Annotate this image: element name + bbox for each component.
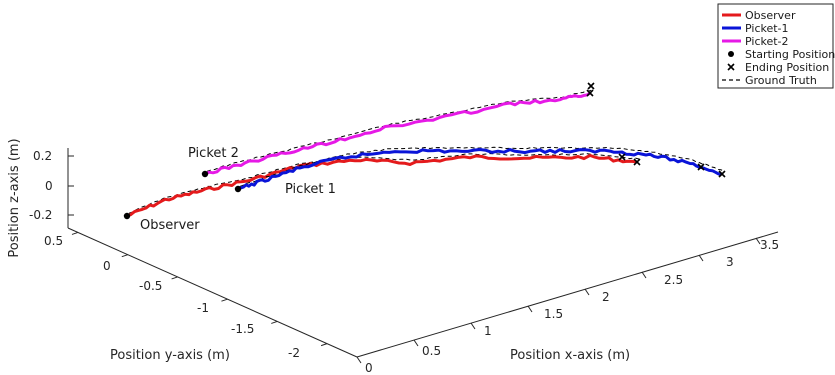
x-tick-label: 3	[726, 255, 734, 269]
x-tick-label: 2.5	[664, 273, 683, 287]
starting-position-marker	[124, 213, 130, 219]
legend-label: Starting Position	[745, 48, 835, 61]
x-tick-label: 1	[484, 324, 492, 338]
y-tick	[221, 299, 227, 301]
axis-ticks	[68, 156, 760, 363]
x-tick-label: 3.5	[760, 238, 779, 252]
x-tick	[585, 289, 589, 295]
x-tick-label: 0.5	[422, 344, 441, 358]
y-tick-labels: 0.5 0 -0.5 -1 -1.5 -2	[44, 234, 300, 360]
z-axis-title: Position z-axis (m)	[7, 138, 22, 257]
series-line-observer	[127, 155, 637, 216]
z-tick-label: 0	[45, 179, 53, 193]
x-tick	[414, 340, 418, 346]
ending-position-marker	[619, 154, 625, 160]
z-tick-labels: 0.2 0 -0.2	[29, 149, 53, 222]
y-tick	[321, 344, 327, 346]
y-tick-label: -1.5	[231, 322, 254, 336]
z-tick-label: -0.2	[29, 208, 52, 222]
x-tick-label: 0	[365, 361, 373, 375]
ground-truth-line	[240, 147, 724, 186]
annotation-observer: Observer	[140, 218, 200, 233]
y-tick-label: -0.5	[139, 279, 162, 293]
y-tick-label: 0	[103, 259, 111, 273]
legend-label: Ending Position	[745, 61, 829, 74]
y-tick	[172, 277, 178, 279]
ground-truth-line	[129, 154, 639, 214]
x-tick-label: 1.5	[544, 307, 563, 321]
x-tick	[471, 323, 475, 329]
z-tick-label: 0.2	[33, 149, 52, 163]
legend-swatch-dot	[728, 51, 734, 57]
legend-label: Ground Truth	[745, 74, 817, 87]
legend-label: Observer	[745, 9, 796, 22]
starting-position-marker	[202, 171, 208, 177]
x-tick	[528, 306, 532, 312]
y-tick	[122, 255, 128, 257]
y-tick-label: -2	[288, 346, 300, 360]
ending-position-marker	[588, 83, 594, 89]
y-axis-title: Position y-axis (m)	[110, 348, 230, 363]
starting-position-marker	[235, 186, 241, 192]
y-tick-label: -1	[197, 301, 209, 315]
x-tick	[357, 357, 361, 363]
x-tick	[642, 272, 646, 278]
x-axis-title: Position x-axis (m)	[510, 348, 630, 363]
y-tick	[271, 321, 277, 323]
annotation-picket-1: Picket 1	[285, 182, 336, 197]
x-tick	[699, 255, 703, 261]
x-tick-label: 2	[602, 290, 610, 304]
x-axis-line	[357, 232, 778, 357]
legend-label: Picket-1	[745, 22, 789, 35]
y-tick-label: 0.5	[44, 234, 63, 248]
y-axis-line	[68, 228, 357, 357]
y-tick	[72, 232, 78, 234]
annotation-picket-2: Picket 2	[188, 146, 239, 161]
legend-label: Picket-2	[745, 35, 789, 48]
